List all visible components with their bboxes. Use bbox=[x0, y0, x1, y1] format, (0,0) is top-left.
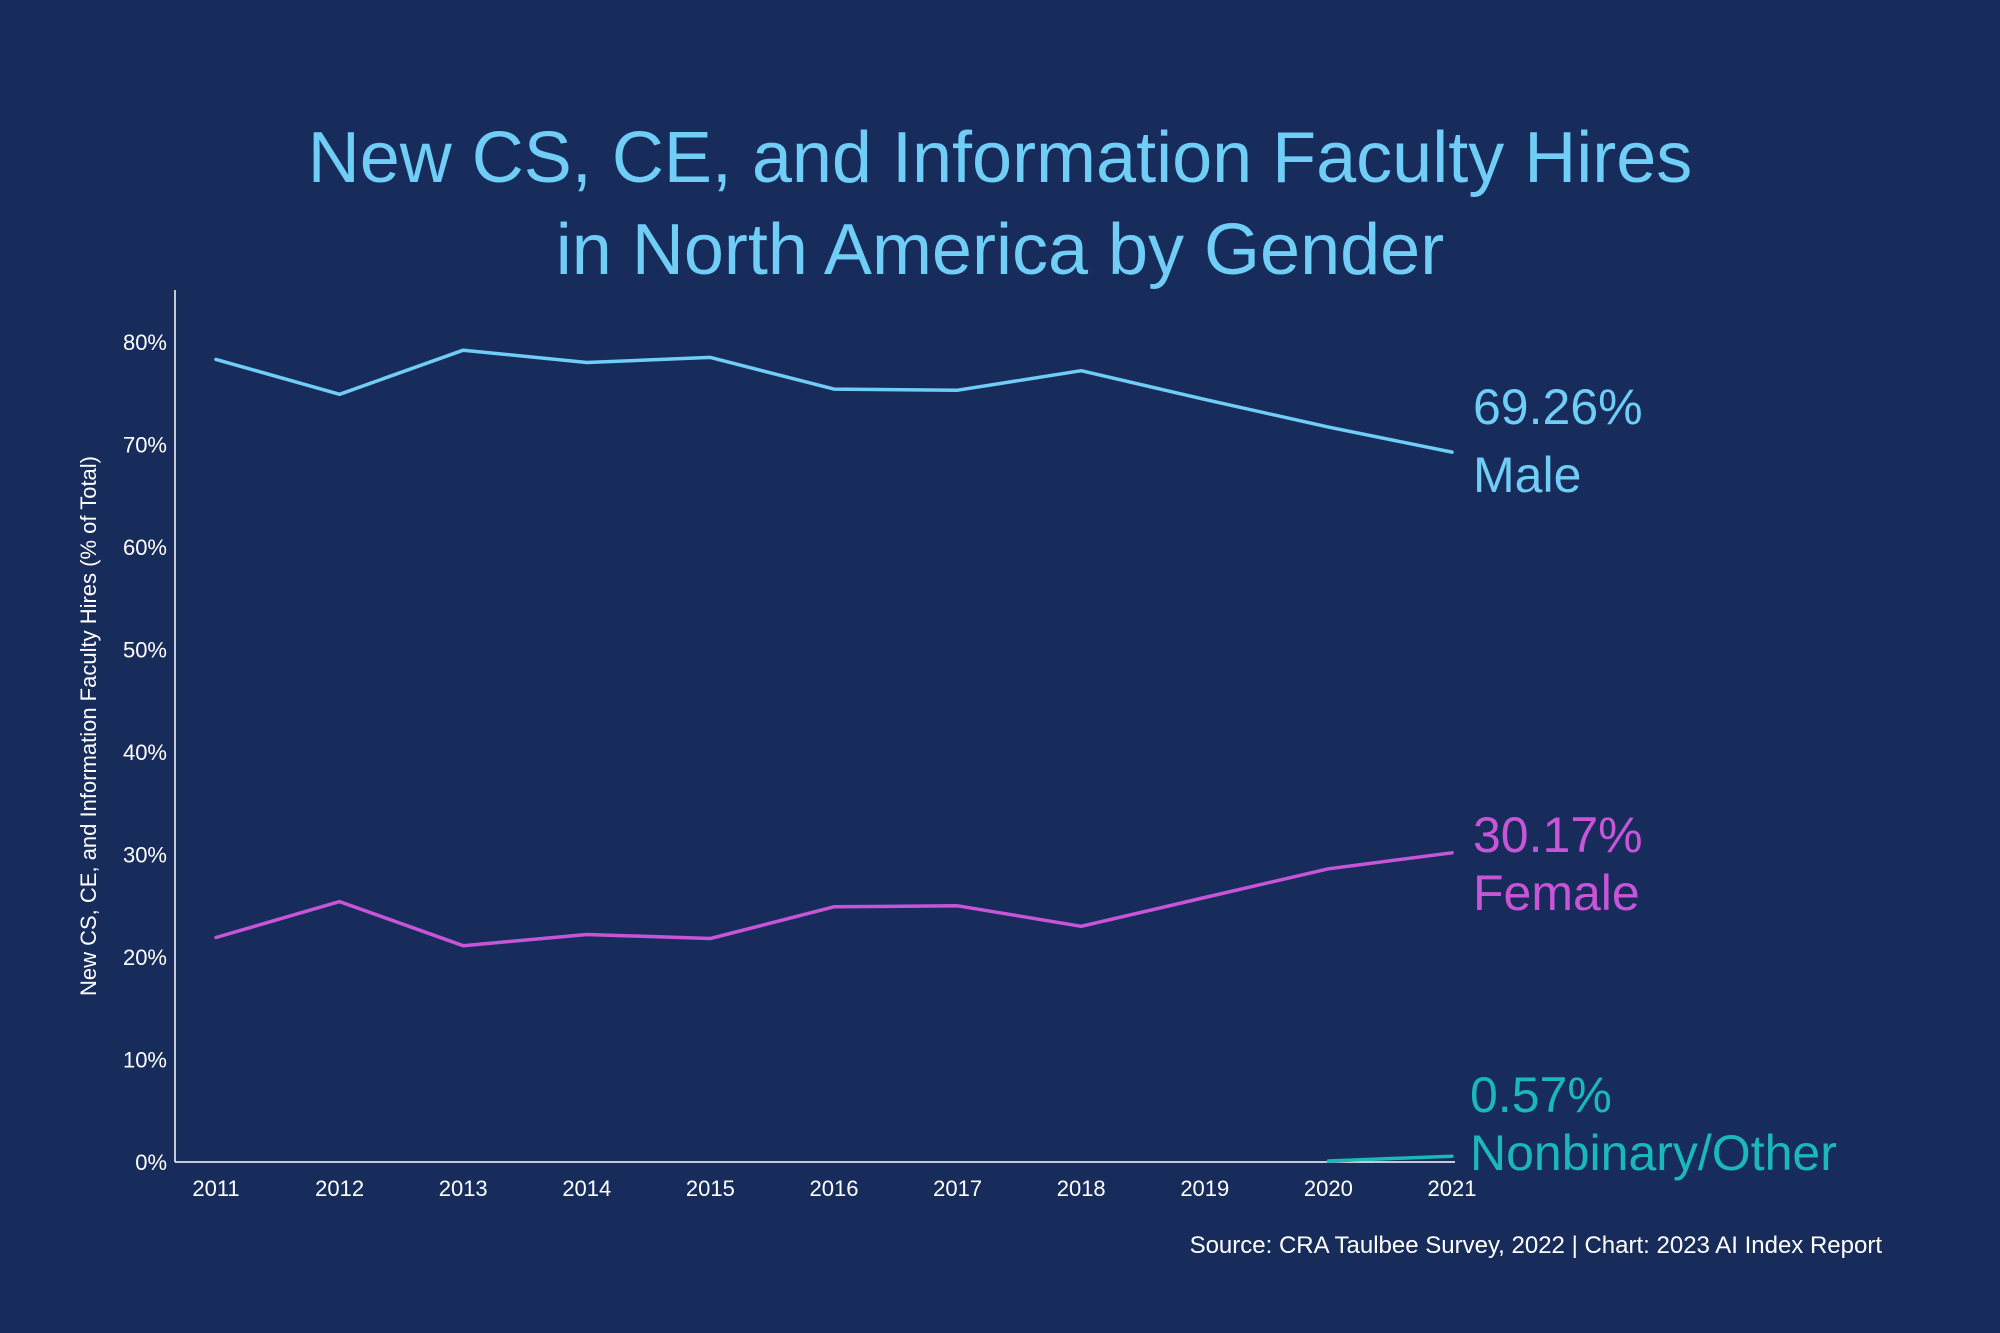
y-tick-label: 60% bbox=[123, 535, 167, 560]
chart-title: New CS, CE, and Information Faculty Hire… bbox=[0, 112, 2000, 296]
chart-title-line-2: in North America by Gender bbox=[555, 210, 1445, 290]
end-value-label-nonbinary-other: 0.57% bbox=[1470, 1067, 1612, 1123]
y-axis-title: New CS, CE, and Information Faculty Hire… bbox=[76, 456, 101, 996]
y-tick-label: 50% bbox=[123, 638, 167, 663]
x-tick-label: 2016 bbox=[810, 1176, 859, 1201]
x-tick-label: 2013 bbox=[439, 1176, 488, 1201]
series-line-male bbox=[214, 348, 1454, 454]
end-value-label-male: 69.26% bbox=[1473, 379, 1643, 435]
x-tick-label: 2014 bbox=[562, 1176, 611, 1201]
y-tick-label: 80% bbox=[123, 330, 167, 355]
series-name-label-male: Male bbox=[1473, 447, 1581, 503]
series-name-label-female: Female bbox=[1473, 865, 1640, 921]
source-note: Source: CRA Taulbee Survey, 2022 | Chart… bbox=[1189, 1232, 1882, 1259]
x-tick-label: 2019 bbox=[1180, 1176, 1229, 1201]
x-tick-label: 2021 bbox=[1428, 1176, 1477, 1201]
y-tick-label: 0% bbox=[135, 1150, 167, 1175]
x-tick-label: 2012 bbox=[315, 1176, 364, 1201]
series-line-nonbinary-other bbox=[1326, 1154, 1454, 1163]
x-tick-label: 2017 bbox=[933, 1176, 982, 1201]
y-tick-label: 30% bbox=[123, 843, 167, 868]
end-value-label-female: 30.17% bbox=[1473, 807, 1643, 863]
series-name-label-nonbinary-other: Nonbinary/Other bbox=[1470, 1125, 1837, 1181]
x-tick-label: 2018 bbox=[1057, 1176, 1106, 1201]
x-tick-label: 2020 bbox=[1304, 1176, 1353, 1201]
y-tick-label: 40% bbox=[123, 740, 167, 765]
y-tick-label: 10% bbox=[123, 1048, 167, 1073]
chart-title-line-1: New CS, CE, and Information Faculty Hire… bbox=[307, 118, 1693, 198]
x-tick-label: 2011 bbox=[192, 1176, 239, 1201]
y-tick-label: 20% bbox=[123, 945, 167, 970]
y-tick-label: 70% bbox=[123, 433, 167, 458]
series-line-female bbox=[214, 851, 1454, 948]
x-tick-label: 2015 bbox=[686, 1176, 735, 1201]
